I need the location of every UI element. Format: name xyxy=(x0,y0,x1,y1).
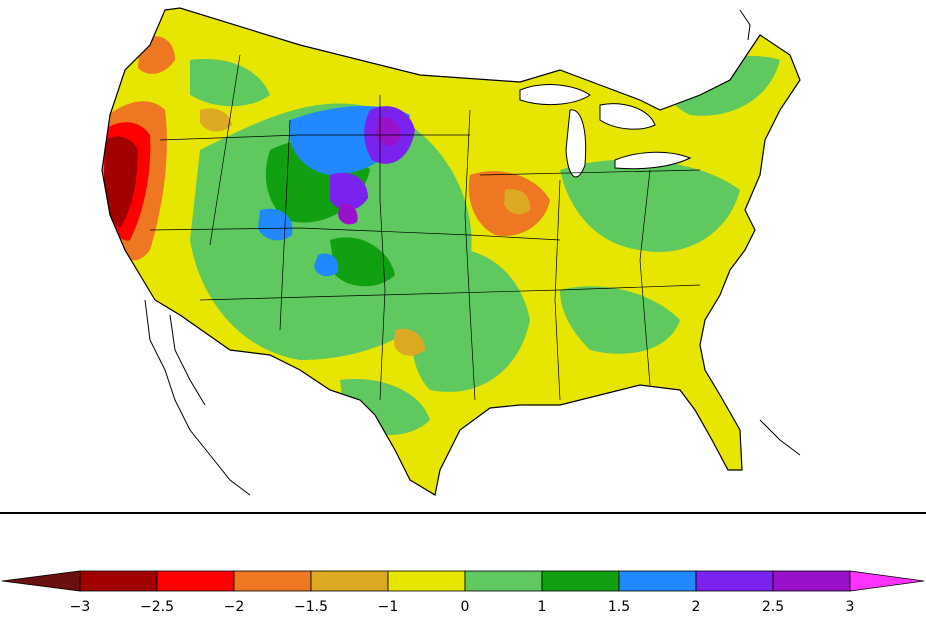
colorbar-bin-9 xyxy=(772,570,851,592)
colorbar-bin-6 xyxy=(541,570,620,592)
colorbar-tick-label: 1.5 xyxy=(608,599,630,615)
colorbar-tick-label: 1 xyxy=(538,599,547,615)
colorbar-bin-0 xyxy=(79,570,158,592)
colorbar-tick-label: 2.5 xyxy=(762,599,784,615)
neighbor-coastlines xyxy=(144,9,801,496)
colorbar-bin-1 xyxy=(156,570,235,592)
colorbar-tick-label: 2 xyxy=(692,599,701,615)
colorbar-bin-8 xyxy=(695,570,774,592)
colorbar-bin-7 xyxy=(618,570,697,592)
colorbar-high-extension xyxy=(849,570,925,592)
colorbar-low-extension xyxy=(1,570,81,592)
colorbar-tick-label: 0 xyxy=(461,599,470,615)
state-boundaries xyxy=(149,54,701,401)
colorbar-bin-4 xyxy=(387,570,466,592)
colorbar-bin-3 xyxy=(310,570,389,592)
colorbar-bin-5 xyxy=(464,570,543,592)
colorbar-tick-label: −3 xyxy=(70,599,91,615)
colorbar-tick-label: −2.5 xyxy=(140,599,174,615)
us-outline xyxy=(101,7,801,496)
colorbar: −3 −2.5 −2 −1.5 −1 0 1 1.5 2 2.5 3 xyxy=(1,570,925,615)
colorbar-tick-label: −1 xyxy=(378,599,399,615)
colorbar-tick-label: 3 xyxy=(846,599,855,615)
colorbar-tick-label: −2 xyxy=(224,599,245,615)
great-lakes xyxy=(519,84,692,178)
colorbar-bin-2 xyxy=(233,570,312,592)
colorbar-tick-label: −1.5 xyxy=(294,599,328,615)
